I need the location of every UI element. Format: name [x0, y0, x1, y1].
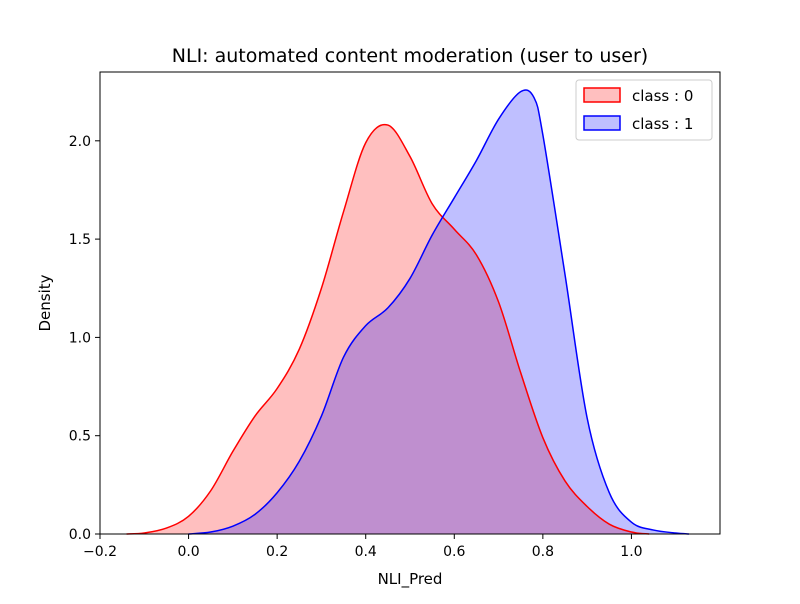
- legend-label-class-0: class : 0: [632, 87, 693, 105]
- x-tick-label: 0.6: [443, 544, 465, 560]
- x-tick-label: 0.0: [177, 544, 199, 560]
- y-tick-label: 0.0: [69, 527, 91, 543]
- x-axis-label: NLI_Pred: [378, 570, 443, 589]
- legend-swatch-class-0: [583, 87, 621, 103]
- x-axis: −0.2 0.0 0.2 0.4 0.6 0.8 1.0: [83, 534, 643, 560]
- y-tick-label: 1.5: [69, 232, 91, 248]
- series-layer: [126, 89, 690, 535]
- x-tick-label: 0.8: [532, 544, 554, 560]
- y-axis: 0.0 0.5 1.0 1.5 2.0: [69, 134, 100, 543]
- x-tick-label: −0.2: [83, 544, 117, 560]
- legend-label-class-1: class : 1: [632, 115, 693, 133]
- x-tick-label: 0.4: [355, 544, 377, 560]
- y-tick-label: 0.5: [69, 429, 91, 445]
- density-line-class-1: [188, 89, 690, 535]
- x-tick-label: 1.0: [620, 544, 642, 560]
- legend-swatch-class-1: [583, 115, 621, 131]
- density-line-class-0: [126, 123, 650, 535]
- x-tick-label: 0.2: [266, 544, 288, 560]
- y-tick-label: 2.0: [69, 134, 91, 150]
- plot-frame: [99, 71, 721, 535]
- y-tick-label: 1.0: [69, 330, 91, 346]
- density-area-class-1: [188, 89, 689, 534]
- density-area-class-0: [126, 124, 650, 534]
- chart-title: NLI: automated content moderation (user …: [172, 45, 648, 67]
- legend-box: [575, 79, 713, 141]
- y-axis-label: Density: [36, 274, 54, 331]
- legend: class : 0 class : 1: [575, 79, 713, 141]
